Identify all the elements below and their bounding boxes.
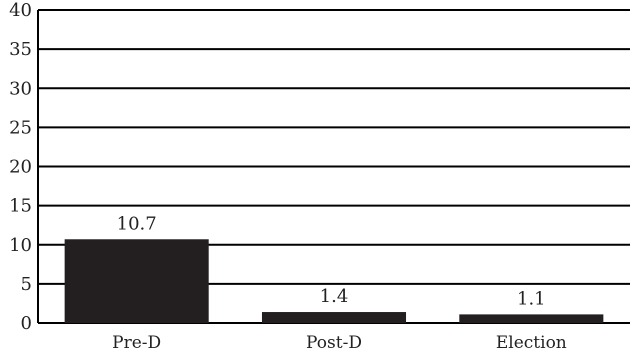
- x-category-label: Post-D: [306, 333, 362, 353]
- bar-post-d: [261, 312, 407, 323]
- y-tick-label: 15: [9, 196, 32, 217]
- y-tick-label: 25: [9, 117, 32, 138]
- y-tick-label: 20: [9, 157, 32, 178]
- x-category-label: Election: [496, 333, 567, 353]
- y-tick-label: 10: [9, 235, 32, 256]
- bar-value-label: 1.4: [320, 286, 349, 307]
- bars: [64, 239, 604, 323]
- bar-election: [459, 314, 604, 323]
- data-labels: 10.7 1.4 1.1: [117, 213, 546, 309]
- y-tick-label: 5: [21, 274, 32, 295]
- y-tick-label: 40: [9, 0, 32, 21]
- bar-value-label: 10.7: [117, 213, 157, 234]
- y-tick-label: 0: [21, 313, 32, 334]
- bar-pre-d: [64, 239, 209, 323]
- x-category-label: Pre-D: [112, 333, 161, 353]
- bar-value-label: 1.1: [517, 288, 546, 309]
- y-axis-tick-labels: 0 5 10 15 20 25 30 35 40: [9, 0, 32, 334]
- x-axis-category-labels: Pre-D Post-D Election: [112, 333, 567, 353]
- y-tick-label: 35: [9, 39, 32, 60]
- y-tick-label: 30: [9, 78, 32, 99]
